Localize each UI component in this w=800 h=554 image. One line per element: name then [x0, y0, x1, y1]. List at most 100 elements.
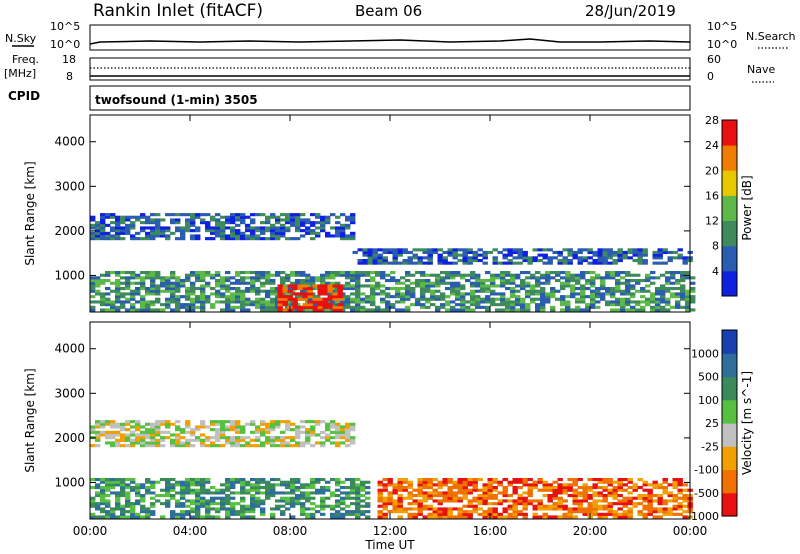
velocity-cell [617, 480, 623, 484]
velocity-cell [315, 480, 321, 484]
velocity-cell [195, 510, 201, 514]
power-cell [150, 213, 156, 217]
power-cell [510, 281, 516, 285]
power-cell [170, 292, 176, 296]
velocity-colorbar-tick-label: 100 [698, 394, 719, 407]
power-cell [170, 300, 176, 304]
power-cell [457, 248, 463, 252]
power-cell [540, 295, 546, 299]
power-cell [630, 300, 636, 304]
velocity-cell [382, 486, 388, 490]
velocity-cell [397, 515, 403, 519]
power-cell [570, 284, 576, 288]
power-cell [150, 218, 156, 222]
velocity-cell [612, 480, 618, 484]
velocity-cell [255, 428, 261, 432]
velocity-cell [657, 486, 663, 490]
velocity-cell [340, 436, 346, 440]
power-cell [130, 221, 136, 225]
power-cell [100, 218, 106, 222]
power-cell [482, 250, 488, 254]
power-cell [610, 292, 616, 296]
power-cell [400, 295, 406, 299]
velocity-cell [280, 480, 286, 484]
power-cell [310, 279, 316, 283]
power-cell [397, 261, 403, 265]
power-cell [290, 213, 296, 217]
power-cell [90, 295, 96, 299]
velocity-cell [165, 483, 171, 487]
velocity-cell [140, 425, 146, 429]
power-cell [320, 276, 326, 280]
velocity-cell [467, 502, 473, 506]
velocity-cell [110, 425, 116, 429]
power-cell [195, 276, 201, 280]
power-cell [660, 289, 666, 293]
power-cell [570, 287, 576, 291]
velocity-cell [345, 444, 351, 448]
power-cell [150, 237, 156, 241]
velocity-cell [125, 510, 131, 514]
power-cell [652, 253, 658, 257]
velocity-cell [552, 486, 558, 490]
power-cell [100, 215, 106, 219]
power-cell [627, 256, 633, 260]
velocity-cell [602, 515, 608, 519]
power-cell [115, 305, 121, 309]
velocity-cell [200, 491, 206, 495]
power-cell [370, 289, 376, 293]
velocity-cell [220, 488, 226, 492]
velocity-cell [225, 480, 231, 484]
power-cell [170, 289, 176, 293]
power-cell [310, 229, 316, 233]
velocity-cell [497, 480, 503, 484]
velocity-cell [350, 428, 356, 432]
power-cell [500, 279, 506, 283]
power-cell [485, 279, 491, 283]
velocity-cell [662, 512, 668, 516]
power-cell [195, 237, 201, 241]
power-cell [375, 305, 381, 309]
power-cell [210, 231, 216, 235]
power-cell [285, 229, 291, 233]
power-cell [110, 281, 116, 285]
velocity-cell [150, 422, 156, 426]
power-cell [355, 305, 361, 309]
velocity-cell [507, 504, 513, 508]
power-cell [375, 292, 381, 296]
power-cell [115, 234, 121, 238]
power-cell [467, 259, 473, 263]
power-cell [612, 253, 618, 257]
velocity-cell [190, 430, 196, 434]
power-cell [540, 276, 546, 280]
cpid-panel-frame [89, 85, 691, 111]
power-cell [680, 305, 686, 309]
power-cell [627, 248, 633, 252]
velocity-cell [120, 422, 126, 426]
power-cell [277, 289, 283, 293]
velocity-cell [185, 491, 191, 495]
velocity-cell [140, 441, 146, 445]
power-cell [340, 226, 346, 230]
velocity-cell [345, 486, 351, 490]
velocity-cell [295, 478, 301, 482]
velocity-cell [402, 478, 408, 482]
power-cell [505, 305, 511, 309]
power-cell [400, 276, 406, 280]
velocity-cell [350, 422, 356, 426]
power-cell [230, 215, 236, 219]
velocity-cell [180, 444, 186, 448]
velocity-cell [497, 512, 503, 516]
velocity-cell [275, 438, 281, 442]
velocity-cell [175, 502, 181, 506]
power-cell [597, 253, 603, 257]
power-cell [110, 237, 116, 241]
power-cell [507, 261, 513, 265]
power-cell [195, 305, 201, 309]
velocity-cell [120, 483, 126, 487]
velocity-cell [442, 494, 448, 498]
velocity-cell [100, 420, 106, 424]
power-cell [125, 292, 131, 296]
velocity-cell [577, 507, 583, 511]
velocity-cell [240, 496, 246, 500]
